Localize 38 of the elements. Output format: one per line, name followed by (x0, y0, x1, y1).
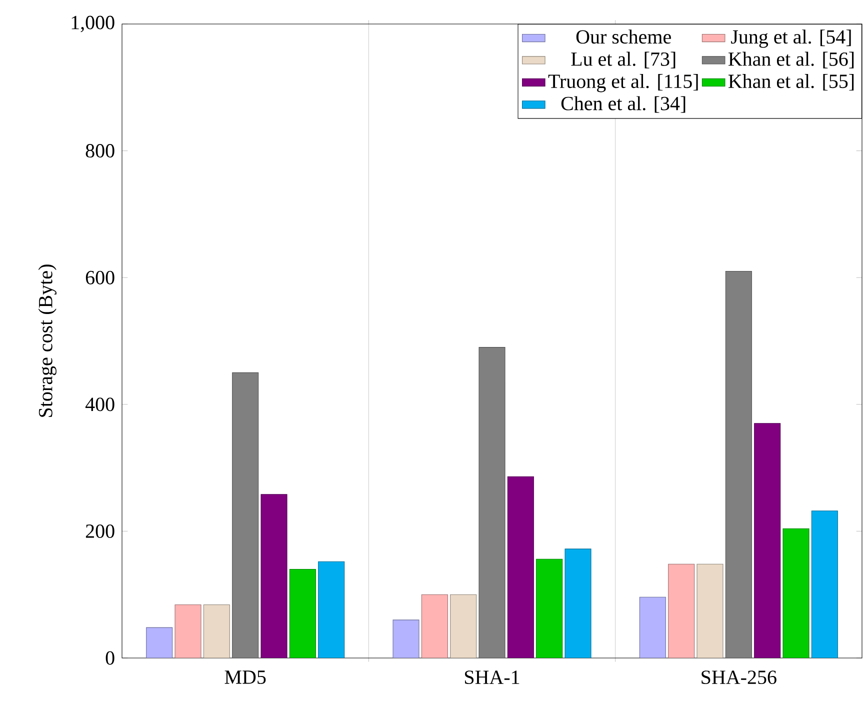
x-tick-label: SHA-256 (702, 670, 776, 684)
x-tick-label: MD5 (224, 670, 266, 684)
bar (639, 596, 666, 658)
bar (478, 347, 506, 658)
y-axis-title: Storage cost (Byte) (38, 264, 56, 417)
bar (668, 564, 695, 658)
bar (536, 558, 563, 658)
bar (725, 270, 752, 658)
bar (754, 423, 781, 658)
bar (392, 620, 420, 658)
bar (564, 548, 592, 658)
y-tick-label: 600 (86, 270, 114, 284)
legend-label: Khan et al. [55] (728, 74, 854, 91)
bar (318, 561, 345, 658)
bar (146, 627, 173, 658)
bar (696, 564, 724, 658)
bar (289, 568, 316, 658)
legend-label: Truong et al. [115] (548, 74, 698, 92)
bar (260, 494, 288, 658)
y-tick-label: 1,000 (72, 16, 114, 32)
y-tick-label: 800 (86, 144, 114, 158)
bar (811, 510, 838, 658)
legend-label: Jung et al. [54] (731, 30, 851, 48)
bar (421, 594, 448, 658)
y-tick-label: 400 (85, 398, 114, 412)
legend-label: Chen et al. [34] (561, 96, 686, 113)
bar (507, 476, 534, 658)
legend-label: Our scheme (576, 30, 671, 44)
y-tick-label: 200 (86, 524, 114, 538)
legend-label: Lu et al. [73] (571, 52, 676, 68)
legend-label: Khan et al. [56] (728, 52, 854, 68)
bar (203, 604, 230, 658)
bar (174, 604, 202, 658)
y-tick-label: 0 (106, 651, 114, 665)
bar (232, 372, 259, 658)
bar (782, 528, 810, 658)
bar (450, 594, 477, 658)
x-tick-label: SHA-1 (465, 670, 520, 684)
